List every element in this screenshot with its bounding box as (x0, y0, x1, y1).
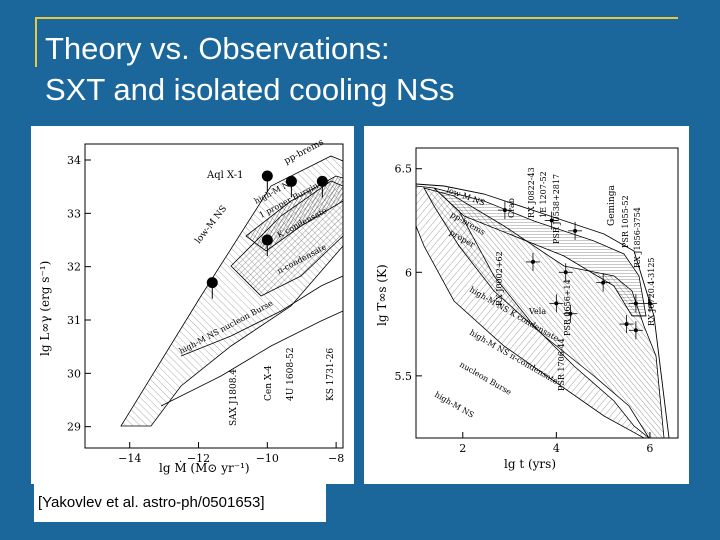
right-ticks: 2 4 6 5.5 6 6.5 (395, 163, 654, 455)
y-tick-label: 31 (67, 314, 81, 327)
y-tick-label: 5.5 (395, 370, 413, 383)
right-x-axis-label: lg t (yrs) (504, 457, 556, 471)
y-tick-label: 30 (67, 367, 81, 380)
left-source-label: SAX J1808.4 (229, 369, 239, 426)
x-tick-label: −12 (187, 452, 210, 465)
left-source-label: Cen X-4 (264, 365, 274, 401)
left-x-axis-label: lg Ṁ (M⊙ yr⁻¹) (159, 460, 250, 475)
y-tick-label: 34 (67, 154, 81, 167)
accent-line-left (35, 17, 37, 67)
slide-title: Theory vs. Observations: SXT and isolate… (45, 28, 455, 110)
left-source-label: 4U 1608-52 (286, 347, 296, 401)
x-tick-label: −14 (118, 452, 141, 465)
right-curve-label: nucleon Burse (458, 360, 513, 397)
y-tick-label: 33 (67, 207, 81, 220)
right-source-label: RX J1856-3754 (633, 207, 642, 268)
y-tick-label: 32 (67, 261, 81, 274)
y-tick-label: 6 (405, 266, 412, 279)
right-source-label: Geminga (607, 185, 617, 226)
left-chart: pp-brems low-M NS high-M NS 1 proper Bur… (38, 137, 344, 475)
citation-box: [Yakovlev et al. astro-ph/0501653] (34, 484, 326, 522)
right-source-label: RX J0720.4-3125 (647, 257, 656, 326)
left-band-inner (245, 175, 344, 252)
right-chart: low-M NS pp-brems proper high-M NS K con… (375, 147, 679, 471)
left-source-label: Aql X-1 (206, 170, 244, 181)
title-line-1: Theory vs. Observations: (45, 31, 390, 66)
right-source-label: PSR 0656+14 (563, 279, 572, 336)
x-tick-label: 4 (553, 442, 560, 455)
right-source-label: PSR J0538+2817 (552, 174, 561, 244)
x-tick-label: −10 (256, 452, 279, 465)
left-curve-1 (180, 275, 344, 357)
right-source-label: Vela (528, 307, 546, 316)
left-figure: pp-brems low-M NS high-M NS 1 proper Bur… (31, 126, 354, 484)
left-ticks: −14 −12 −10 −8 29 30 31 32 33 34 (67, 154, 344, 465)
right-y-axis-label: lg T∞s (K) (375, 264, 389, 326)
left-plot-frame (84, 143, 344, 449)
accent-line-top (36, 17, 678, 19)
left-points (206, 170, 328, 299)
left-source-label: KS 1731-26 (326, 348, 336, 401)
right-source-label: PSR 1055-52 (621, 195, 630, 248)
data-point (285, 175, 297, 187)
right-source-label: RX J0822-43 (527, 167, 536, 218)
x-tick-label: 6 (646, 442, 653, 455)
right-plot-frame (415, 147, 679, 439)
right-source-label: Crab (507, 198, 516, 218)
y-tick-label: 29 (67, 421, 81, 434)
left-y-axis-label: lg L∞γ (erg s⁻¹) (38, 261, 52, 356)
right-band-upper (433, 187, 647, 317)
right-band-mid (423, 187, 665, 439)
left-curve-label: low-M NS (193, 204, 229, 246)
x-tick-label: 2 (459, 442, 466, 455)
right-figure: low-M NS pp-brems proper high-M NS K con… (364, 126, 689, 484)
y-tick-label: 6.5 (395, 163, 413, 176)
data-point (316, 175, 328, 187)
right-source-label: RX J0002+62 (495, 251, 504, 306)
right-curve-label: high-M NS (433, 390, 476, 420)
title-line-2: SXT and isolated cooling NSs (45, 72, 455, 107)
right-source-label: PSR 1706-44 (557, 338, 566, 391)
x-tick-label: −8 (328, 452, 344, 465)
right-points (497, 201, 657, 340)
right-source-label: 1E 1207-52 (539, 171, 548, 218)
left-curve-2 (160, 310, 344, 407)
